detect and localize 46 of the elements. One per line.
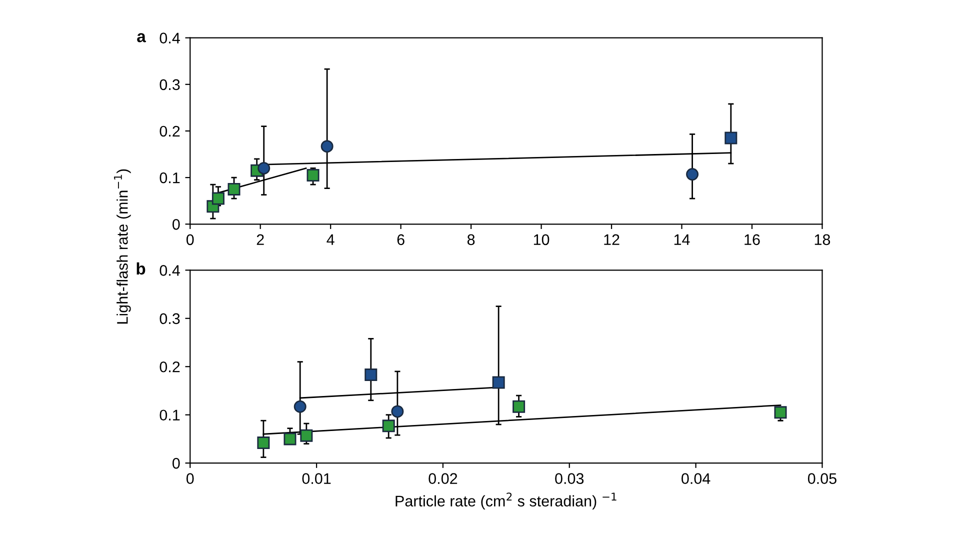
y-tick-label: 0 bbox=[172, 219, 180, 230]
y-tick-label: 0.1 bbox=[160, 172, 180, 184]
text: b bbox=[136, 262, 146, 275]
point bbox=[320, 140, 334, 153]
point bbox=[391, 405, 404, 418]
y-tick-label: 0 bbox=[172, 458, 180, 469]
x-tick-label: 0.04 bbox=[682, 473, 710, 484]
point bbox=[294, 400, 306, 413]
x-tick-label: 0.05 bbox=[808, 473, 836, 484]
point bbox=[212, 192, 224, 205]
point bbox=[228, 182, 240, 196]
point bbox=[724, 132, 738, 144]
x-tick-label: 2 bbox=[256, 234, 264, 245]
y-tick-label: 0.4 bbox=[160, 265, 180, 276]
y-axis-title: Light-flash rate (min$^{−1}$) bbox=[114, 169, 131, 324]
x-tick-label: 0.01 bbox=[302, 473, 331, 484]
y-tick-label: 0.3 bbox=[160, 79, 180, 90]
y-tick-label: 0.4 bbox=[160, 32, 180, 44]
x-tick-label: 0 bbox=[186, 473, 194, 484]
text: a bbox=[137, 33, 146, 42]
point bbox=[492, 376, 505, 389]
x-tick-label: 0.02 bbox=[428, 473, 458, 484]
x-tick-label: 10 bbox=[534, 234, 550, 246]
point bbox=[686, 168, 699, 181]
y-tick-label: 0.3 bbox=[160, 313, 180, 324]
x-tick-label: 0 bbox=[186, 234, 194, 246]
x-tick-label: 12 bbox=[604, 234, 620, 245]
y-tick-label: 0.2 bbox=[160, 361, 180, 372]
y-tick-label: 0.2 bbox=[160, 126, 180, 137]
x-axis-title: Particle rate (cm$^{2}$ s steradian) $^{−1}$ bbox=[396, 492, 616, 510]
y-tick-label: 0.1 bbox=[160, 410, 180, 421]
point bbox=[258, 162, 270, 174]
point bbox=[306, 168, 320, 182]
x-tick-label: 4 bbox=[326, 234, 334, 245]
x-tick-label: 16 bbox=[744, 234, 760, 246]
x-tick-label: 8 bbox=[467, 234, 475, 246]
point bbox=[364, 368, 378, 382]
x-tick-label: 14 bbox=[674, 234, 690, 245]
x-tick-label: 6 bbox=[397, 234, 404, 246]
x-tick-label: 18 bbox=[814, 234, 830, 246]
point bbox=[512, 400, 526, 413]
point bbox=[284, 432, 296, 446]
point bbox=[257, 436, 270, 450]
point bbox=[382, 420, 395, 432]
x-tick-label: 0.03 bbox=[555, 473, 584, 484]
point bbox=[300, 429, 313, 442]
